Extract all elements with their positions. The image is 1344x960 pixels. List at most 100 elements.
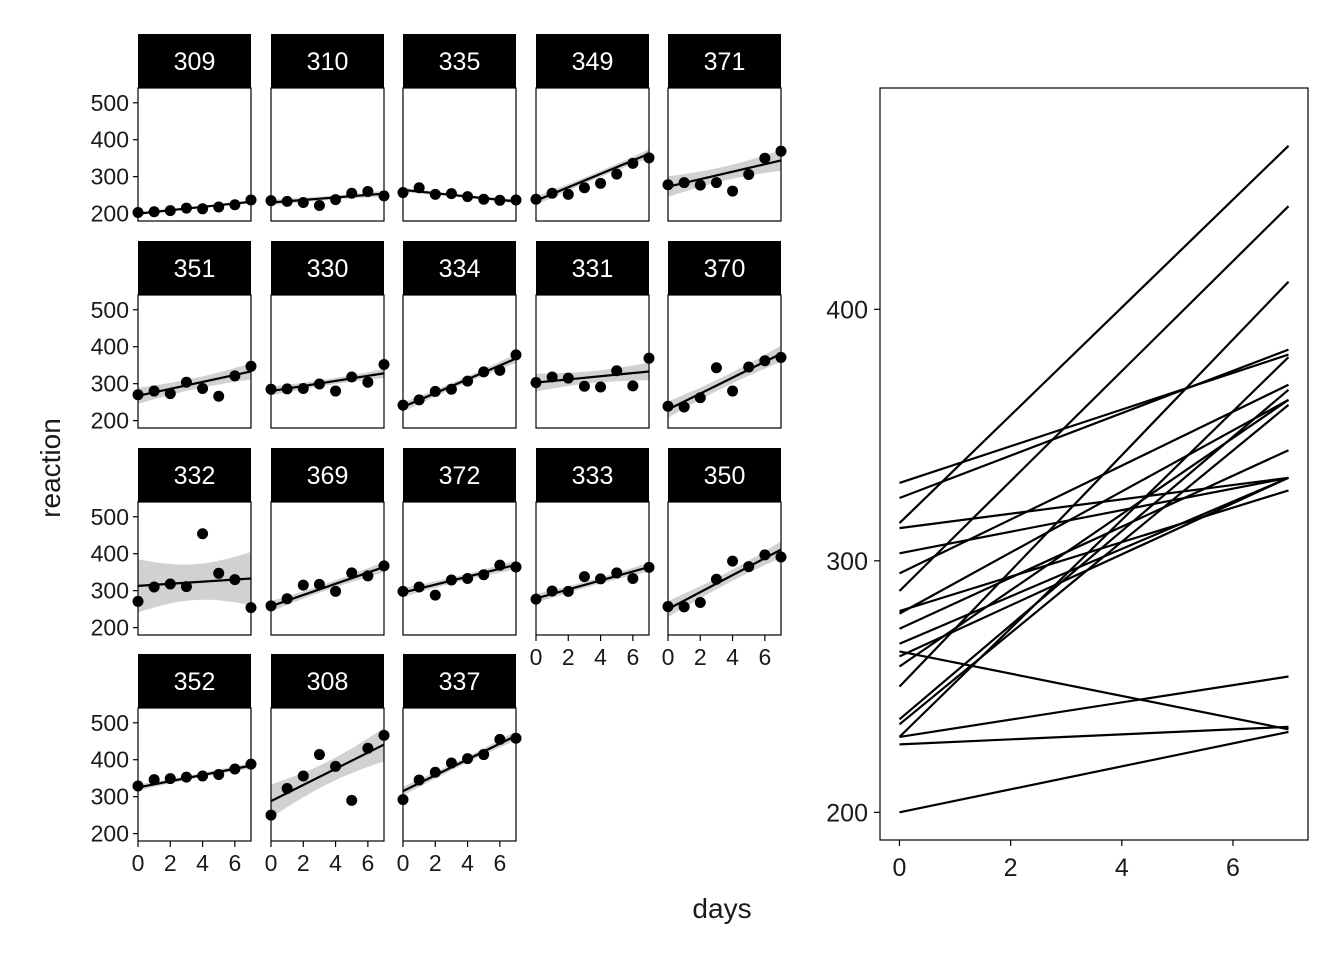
facet-panel-369: 369 — [265, 448, 390, 636]
facet-strip-label: 331 — [572, 255, 614, 283]
data-point — [494, 364, 506, 376]
panel-border — [270, 501, 385, 636]
summary-line — [898, 280, 1290, 688]
summary-line — [899, 675, 1289, 738]
y-tick-label: 500 — [91, 297, 129, 323]
y-tick-label: 200 — [826, 799, 868, 827]
summary-line — [898, 398, 1290, 615]
data-point — [197, 770, 209, 782]
facet-panel-308: 308 0 2 4 6 — [265, 654, 390, 876]
data-point — [148, 581, 160, 593]
data-point — [478, 366, 490, 378]
data-point — [164, 578, 176, 590]
x-tick-label: 6 — [361, 850, 374, 876]
data-point — [313, 378, 325, 390]
data-point — [759, 549, 771, 561]
summary-line — [898, 205, 1290, 592]
panel-border — [402, 87, 517, 222]
data-point — [281, 783, 293, 795]
data-point — [313, 749, 325, 761]
data-point — [197, 203, 209, 215]
data-point — [627, 157, 639, 169]
facet-panel-349: 349 — [530, 34, 655, 222]
facet-strip — [138, 34, 251, 88]
data-point — [678, 177, 690, 189]
data-point — [546, 585, 558, 597]
summary-line — [898, 145, 1290, 524]
facet-strip — [403, 34, 516, 88]
facet-strip — [271, 241, 384, 295]
data-point — [627, 380, 639, 392]
y-tick-label: 300 — [826, 548, 868, 576]
x-tick-label: 0 — [132, 850, 145, 876]
data-point — [330, 760, 342, 772]
facet-strip-label: 350 — [704, 462, 746, 490]
facet-strip — [403, 241, 516, 295]
panel-border — [535, 87, 650, 222]
data-point — [180, 771, 192, 783]
facet-strip-label: 333 — [572, 462, 614, 490]
facet-strip — [403, 448, 516, 502]
facet-strip — [536, 241, 649, 295]
summary-line — [899, 383, 1289, 575]
y-tick-label: 400 — [91, 747, 129, 773]
summary-line — [899, 476, 1289, 645]
data-point — [213, 390, 225, 402]
x-tick-label: 2 — [1004, 854, 1018, 882]
data-point — [164, 388, 176, 400]
y-tick-label: 500 — [91, 710, 129, 736]
data-point — [710, 573, 722, 585]
facet-strip-label: 370 — [704, 255, 746, 283]
data-point — [743, 561, 755, 573]
facet-strip-label: 371 — [704, 48, 746, 76]
panel-border — [667, 87, 782, 222]
data-point — [164, 205, 176, 217]
facet-panel-331: 331 — [530, 241, 655, 429]
data-point — [330, 385, 342, 397]
data-point — [297, 770, 309, 782]
data-point — [445, 757, 457, 769]
y-tick-label: 300 — [91, 784, 129, 810]
x-tick-label: 4 — [594, 644, 607, 670]
facet-strip — [536, 448, 649, 502]
data-point — [710, 177, 722, 189]
data-point — [297, 579, 309, 591]
data-point — [213, 201, 225, 213]
summary-line — [899, 348, 1289, 500]
facet-strip — [271, 448, 384, 502]
data-point — [462, 753, 474, 765]
data-point — [478, 193, 490, 205]
facet-strip — [668, 241, 781, 295]
panel-border — [137, 501, 252, 636]
x-tick-label: 6 — [626, 644, 639, 670]
data-point — [362, 376, 374, 388]
facet-strip-label: 349 — [572, 48, 614, 76]
facet-panel-330: 330 — [265, 241, 390, 429]
data-point — [229, 199, 241, 211]
data-point — [429, 385, 441, 397]
facet-strip — [668, 34, 781, 88]
summary-line — [899, 476, 1289, 658]
y-tick-label: 400 — [91, 127, 129, 153]
data-point — [148, 206, 160, 218]
x-tick-label: 6 — [1226, 854, 1240, 882]
data-point — [281, 593, 293, 605]
panel-border — [667, 501, 782, 636]
x-tick-label: 2 — [164, 850, 177, 876]
data-point — [694, 596, 706, 608]
facet-strip — [138, 654, 251, 708]
facet-strip-label: 335 — [439, 48, 481, 76]
panel-border — [137, 294, 252, 429]
facet-panel-335: 335 — [397, 34, 522, 222]
data-point — [743, 168, 755, 180]
data-point — [164, 773, 176, 785]
x-tick-label: 2 — [562, 644, 575, 670]
data-point — [595, 573, 607, 585]
data-point — [346, 187, 358, 199]
data-point — [197, 382, 209, 394]
x-tick-label: 2 — [694, 644, 707, 670]
data-point — [346, 371, 358, 383]
facet-panel-337: 337 0 2 4 6 — [397, 654, 522, 876]
data-point — [727, 385, 739, 397]
